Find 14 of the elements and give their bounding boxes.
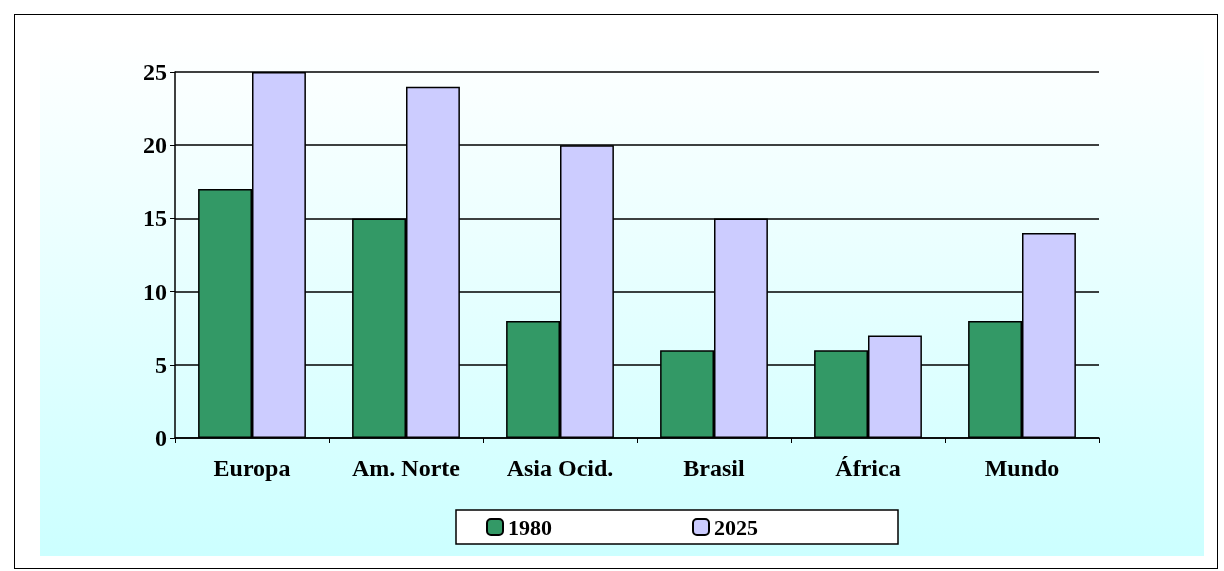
legend-label: 2025	[714, 514, 758, 540]
legend-label: 1980	[508, 514, 552, 540]
y-tick-label: 20	[143, 132, 167, 159]
y-tick-label: 0	[155, 425, 167, 451]
y-tick-label: 10	[143, 278, 167, 305]
x-tick-label: Mundo	[984, 455, 1060, 481]
x-tick-label: Brasil	[683, 455, 745, 481]
y-tick-label: 25	[143, 59, 167, 85]
x-tick-label: África	[835, 455, 901, 481]
x-tick-label: Am. Norte	[352, 455, 461, 481]
x-tick-label: Asia Ocid.	[506, 455, 614, 481]
y-tick-label: 5	[155, 351, 167, 378]
x-tick-label: Europa	[213, 455, 291, 481]
y-tick-label: 15	[143, 205, 167, 232]
